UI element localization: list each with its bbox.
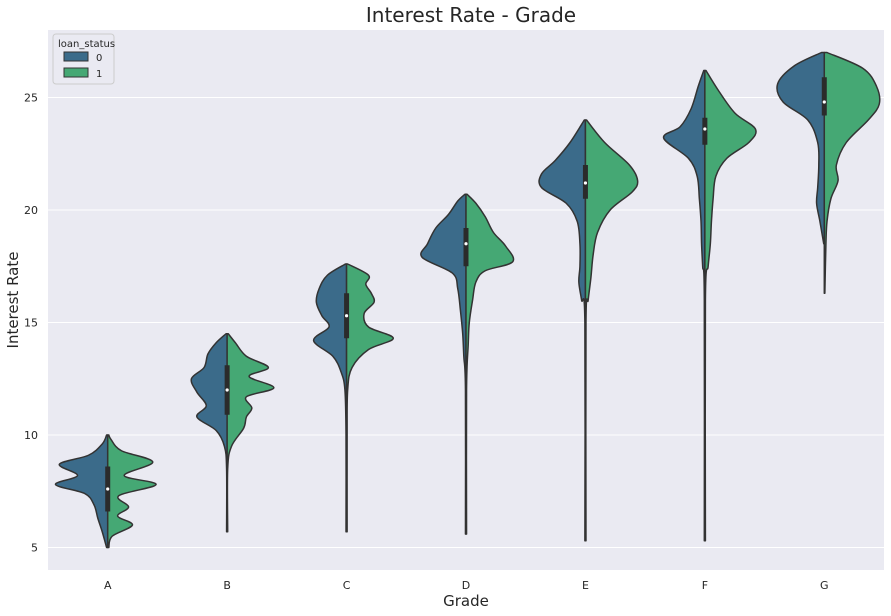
chart-title: Interest Rate - Grade [366, 3, 576, 27]
violin-half-F-series-0 [662, 69, 706, 542]
violin-half-D-series-1 [465, 193, 515, 535]
y-tick-label: 25 [24, 92, 38, 105]
legend-swatch-0 [63, 51, 89, 62]
median-point-A [106, 487, 110, 491]
violin-half-E-series-0 [538, 119, 587, 542]
x-axis-ticks: A B C D E F G [104, 579, 829, 592]
iqr-box-G [821, 77, 827, 116]
violin-half-B-series-0 [190, 333, 228, 533]
x-tick-label: B [223, 579, 231, 592]
x-axis-title: Grade [443, 592, 489, 610]
y-tick-label: 5 [31, 542, 38, 555]
violin-half-B-series-1 [226, 333, 275, 533]
x-tick-label: F [702, 579, 708, 592]
y-tick-label: 20 [24, 204, 38, 217]
iqr-box-D [463, 228, 469, 267]
violin-half-A-series-1 [106, 434, 157, 549]
iqr-box-F [702, 117, 708, 145]
box-layer [105, 77, 827, 512]
median-point-G [822, 100, 826, 104]
violin-half-C-series-1 [345, 263, 395, 533]
legend-swatch-1 [63, 67, 89, 78]
legend-label-1: 1 [96, 69, 102, 80]
violin-half-A-series-0 [54, 434, 109, 549]
violin-half-D-series-0 [420, 193, 467, 535]
y-axis-title: Interest Rate [4, 252, 22, 349]
median-point-D [464, 242, 468, 246]
legend-title: loan_status [58, 39, 115, 50]
legend: loan_status 0 1 [52, 33, 115, 85]
violin-half-E-series-1 [584, 119, 639, 542]
median-point-F [703, 127, 707, 131]
x-tick-label: G [820, 579, 829, 592]
x-tick-label: A [104, 579, 112, 592]
median-point-B [225, 388, 229, 392]
y-axis-ticks: 5 10 15 20 25 [24, 92, 38, 555]
x-tick-label: D [462, 579, 470, 592]
median-point-E [583, 181, 588, 185]
x-tick-label: C [343, 579, 351, 592]
median-point-C [344, 314, 349, 318]
legend-label-0: 0 [96, 53, 102, 64]
violin-layer [54, 51, 881, 549]
y-tick-label: 10 [24, 429, 38, 442]
violin-half-G-series-0 [776, 51, 826, 245]
violin-half-C-series-0 [312, 263, 348, 533]
y-tick-label: 15 [24, 317, 38, 330]
violin-half-F-series-1 [704, 69, 757, 542]
violin-half-G-series-1 [823, 51, 881, 294]
x-tick-label: E [582, 579, 589, 592]
